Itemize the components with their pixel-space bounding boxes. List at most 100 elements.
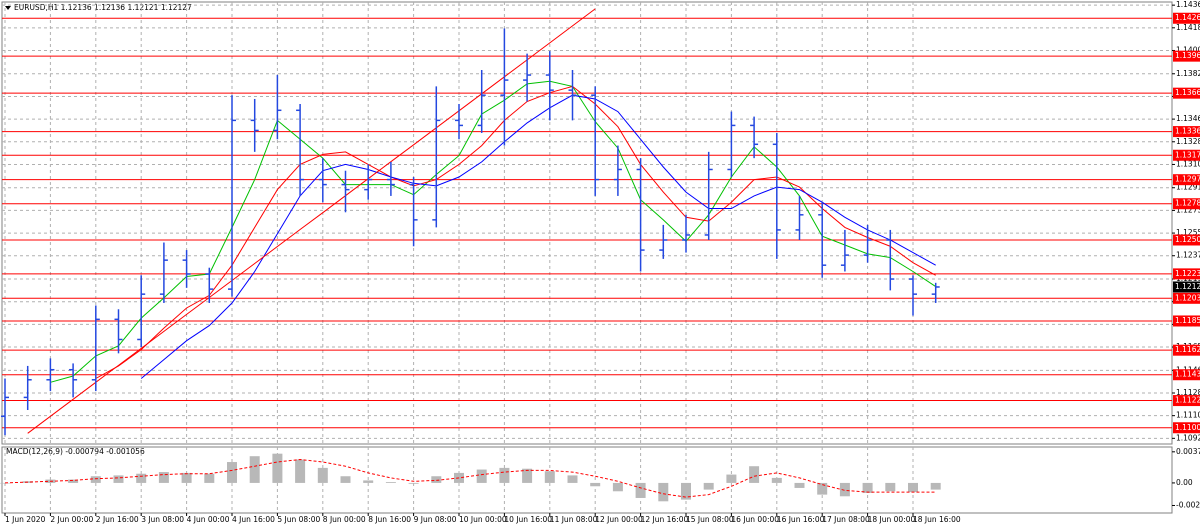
x-tick-label: 5 Jun 08:00 [277, 515, 320, 524]
x-tick-label: 2 Jun 00:00 [50, 515, 93, 524]
y-tick-label: 1.14185 [1176, 23, 1200, 32]
histogram-bar [431, 476, 442, 483]
histogram-bar [340, 476, 351, 483]
x-tick-label: 12 Jun 00:00 [595, 515, 643, 524]
histogram-bar [590, 482, 601, 487]
y-tick-label: 1.14005 [1176, 45, 1200, 54]
level-label-box [1173, 344, 1200, 356]
indicator-line [140, 94, 936, 379]
level-label: 1.11225 [1175, 396, 1200, 405]
level-label-box [1173, 126, 1200, 138]
histogram-bar [0, 482, 10, 484]
histogram-bar [817, 482, 828, 495]
x-tick-label: 16 Jun 00:00 [731, 515, 779, 524]
current-price-label: 1.12127 [1175, 282, 1200, 291]
y-tick-label: 1.12375 [1176, 251, 1200, 260]
x-tick-label: 18 Jun 16:00 [913, 515, 961, 524]
level-label: 1.11857 [1175, 316, 1200, 325]
histogram-bar [612, 482, 623, 492]
level-label-box [1173, 174, 1200, 186]
histogram-bar [90, 476, 101, 483]
histogram-bar [635, 482, 646, 498]
histogram-bar [658, 482, 669, 502]
histogram-bar [68, 479, 79, 483]
y-tick-label: 1.13460 [1176, 114, 1200, 123]
histogram-bar [113, 475, 124, 483]
x-tick-label: 15 Jun 08:00 [686, 515, 734, 524]
histogram-bar [249, 456, 260, 483]
level-label-box [1173, 87, 1200, 99]
histogram-bar [363, 480, 374, 483]
level-label: 1.13173 [1175, 150, 1200, 159]
y-tick-label: 0.00 [1176, 478, 1193, 487]
level-label: 1.12788 [1175, 199, 1200, 208]
y-tick-label: 1.11105 [1176, 411, 1200, 420]
histogram-bar [862, 482, 873, 493]
level-label-box [1173, 149, 1200, 161]
x-tick-label: 8 Jun 00:00 [323, 515, 366, 524]
histogram-bar [476, 469, 487, 483]
histogram-bar [317, 467, 328, 483]
histogram-bar [567, 475, 578, 483]
indicator-line [50, 80, 936, 383]
main-pane [1, 1, 1173, 445]
histogram-bar [272, 453, 283, 483]
y-tick-label: 1.12735 [1176, 205, 1200, 214]
histogram-bar [136, 473, 147, 483]
current-price-box [1173, 281, 1200, 293]
histogram-bar [839, 482, 850, 497]
histogram-bar [908, 482, 918, 493]
level-label: 1.13666 [1175, 88, 1200, 97]
y-tick-label: 1.13280 [1176, 137, 1200, 146]
level-label-box [1173, 198, 1200, 210]
histogram-bar [295, 459, 306, 483]
level-label: 1.11625 [1175, 345, 1200, 354]
level-label-box [1173, 234, 1200, 246]
histogram-bar [385, 482, 396, 483]
x-tick-label: 11 Jun 08:00 [550, 515, 598, 524]
level-label-box [1173, 369, 1200, 381]
x-tick-label: 4 Jun 16:00 [232, 515, 275, 524]
y-tick-label: 1.13100 [1176, 159, 1200, 168]
level-label: 1.13960 [1175, 51, 1200, 60]
histogram-bar [930, 482, 941, 490]
histogram-bar [681, 482, 691, 500]
histogram-bar [771, 477, 782, 483]
chart-title: EURUSD,H1 1.12136 1.12136 1.12121 1.1212… [14, 3, 192, 12]
y-tick-label: 1.11285 [1176, 388, 1200, 397]
x-tick-label: 8 Jun 16:00 [368, 515, 411, 524]
level-label: 1.12037 [1175, 293, 1200, 302]
histogram-bar [726, 474, 737, 483]
indicator-line [27, 8, 596, 434]
y-tick-label: 1.10925 [1176, 433, 1200, 442]
histogram-bar [204, 473, 215, 483]
y-tick-label: -0.0027 [1176, 500, 1200, 509]
level-label: 1.12979 [1175, 175, 1200, 184]
x-tick-label: 9 Jun 08:00 [414, 515, 457, 524]
y-tick-label: 1.12915 [1176, 183, 1200, 192]
level-label-box [1173, 315, 1200, 327]
x-tick-label: 17 Jun 08:00 [822, 515, 870, 524]
x-tick-label: 2 Jun 16:00 [96, 515, 139, 524]
histogram-bar [885, 482, 896, 492]
level-label-box [1173, 268, 1200, 280]
y-tick-label: 1.13820 [1176, 69, 1200, 78]
y-tick-label: 0.003723 [1176, 447, 1200, 456]
y-tick-label: 1.12555 [1176, 228, 1200, 237]
menu-icon[interactable] [5, 6, 11, 10]
signal-line [4, 458, 936, 498]
x-tick-label: 4 Jun 00:00 [187, 515, 230, 524]
level-label: 1.11430 [1175, 370, 1200, 379]
x-tick-label: 1 Jun 2020 [5, 515, 46, 524]
histogram-bar [522, 468, 533, 483]
level-label: 1.11009 [1175, 423, 1200, 432]
y-tick-label: 1.14365 [1176, 0, 1200, 9]
histogram-bar [794, 482, 805, 488]
histogram-bar [544, 471, 555, 483]
indicator-line [95, 85, 936, 379]
level-label-box [1173, 422, 1200, 434]
